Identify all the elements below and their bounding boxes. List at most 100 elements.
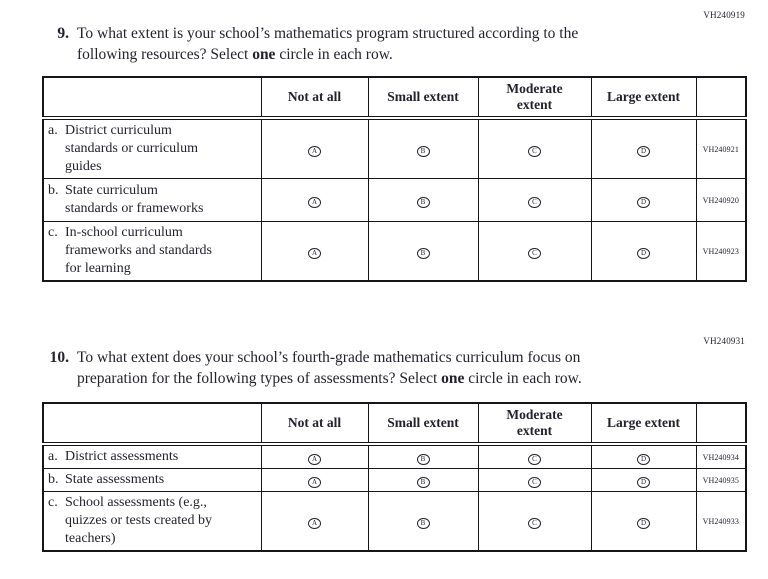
cell-moderate-extent: C: [477, 468, 592, 492]
table-row: c. In-school curriculum frameworks and s…: [42, 221, 747, 282]
response-circle-a[interactable]: A: [308, 197, 321, 208]
cell-large-extent: D: [590, 468, 697, 492]
table-row: a. District curriculum standards or curr…: [42, 117, 747, 179]
header-blank: [42, 402, 262, 446]
row-label-text: School assessments (e.g., quizzes or tes…: [65, 495, 212, 546]
response-circle-c[interactable]: C: [528, 454, 541, 465]
cell-large-extent: D: [590, 117, 697, 179]
cell-large-extent: D: [590, 491, 697, 552]
cell-moderate-extent: C: [477, 117, 592, 179]
row-label: c. In-school curriculum frameworks and s…: [42, 221, 262, 282]
cell-not-at-all: A: [260, 117, 369, 179]
response-circle-d[interactable]: D: [637, 197, 650, 208]
question-10-code: VH240931: [703, 336, 745, 346]
question-9-line2: following resources? Select: [77, 46, 253, 63]
cell-small-extent: B: [367, 221, 479, 282]
row-label: a. District assessments: [42, 443, 262, 469]
row-letter: a.: [48, 449, 58, 464]
question-10: 10. To what extent does your school’s fo…: [48, 347, 702, 389]
row-label-text: State curriculum standards or frameworks: [65, 183, 204, 216]
question-9-code: VH240919: [703, 10, 745, 20]
header-code-blank: [695, 76, 747, 120]
response-circle-a[interactable]: A: [308, 454, 321, 465]
header-not-at-all: Not at all: [260, 402, 369, 446]
row-letter: b.: [48, 472, 59, 487]
row-letter: c.: [48, 225, 58, 240]
header-moderate-extent: Moderate extent: [477, 76, 592, 120]
row-code: VH240923: [695, 221, 747, 282]
row-code: VH240935: [695, 468, 747, 492]
response-circle-a[interactable]: A: [308, 248, 321, 259]
question-10-line1: To what extent does your school’s fourth…: [77, 349, 581, 366]
response-circle-d[interactable]: D: [637, 248, 650, 259]
question-10-number: 10.: [49, 349, 69, 366]
header-moderate-extent: Moderate extent: [477, 402, 592, 446]
response-circle-b[interactable]: B: [416, 518, 430, 529]
response-circle-d[interactable]: D: [637, 518, 650, 529]
table-row: a. District assessments A B C D VH240934: [42, 443, 747, 469]
table-row: b. State assessments A B C D VH240935: [42, 468, 747, 492]
cell-large-extent: D: [590, 443, 697, 469]
cell-small-extent: B: [367, 491, 479, 552]
header-large-extent: Large extent: [590, 76, 697, 120]
cell-moderate-extent: C: [477, 443, 592, 469]
response-circle-b[interactable]: B: [416, 477, 430, 488]
question-9: 9. To what extent is your school’s mathe…: [48, 23, 702, 65]
cell-not-at-all: A: [260, 491, 369, 552]
table-header-row: Not at all Small extent Moderate extent …: [42, 402, 747, 446]
header-not-at-all: Not at all: [260, 76, 369, 120]
table-row: b. State curriculum standards or framewo…: [42, 178, 747, 222]
response-circle-c[interactable]: C: [528, 248, 541, 259]
cell-large-extent: D: [590, 221, 697, 282]
response-circle-a[interactable]: A: [308, 518, 321, 529]
question-9-line2-end: circle in each row.: [275, 46, 393, 63]
row-letter: b.: [48, 183, 59, 198]
response-circle-c[interactable]: C: [528, 146, 541, 157]
row-letter: c.: [48, 495, 58, 510]
response-circle-c[interactable]: C: [528, 518, 541, 529]
response-circle-d[interactable]: D: [637, 477, 650, 488]
row-code: VH240921: [695, 117, 747, 179]
response-circle-b[interactable]: B: [416, 146, 430, 157]
response-circle-b[interactable]: B: [416, 197, 430, 208]
response-circle-c[interactable]: C: [528, 477, 541, 488]
cell-moderate-extent: C: [477, 221, 592, 282]
question-9-bold-one: one: [252, 46, 276, 63]
question-10-response-table: Not at all Small extent Moderate extent …: [42, 402, 747, 552]
row-label-text: State assessments: [65, 472, 165, 487]
header-blank: [42, 76, 262, 120]
cell-small-extent: B: [367, 117, 479, 179]
response-circle-b[interactable]: B: [416, 248, 430, 259]
response-circle-d[interactable]: D: [637, 454, 650, 465]
row-code: VH240934: [695, 443, 747, 469]
response-circle-b[interactable]: B: [416, 454, 430, 465]
cell-small-extent: B: [367, 468, 479, 492]
cell-moderate-extent: C: [477, 178, 592, 222]
response-circle-a[interactable]: A: [308, 146, 321, 157]
row-label: b. State assessments: [42, 468, 262, 492]
row-label: a. District curriculum standards or curr…: [42, 117, 262, 179]
row-label: b. State curriculum standards or framewo…: [42, 178, 262, 222]
cell-not-at-all: A: [260, 468, 369, 492]
row-label-text: In-school curriculum frameworks and stan…: [65, 225, 212, 276]
question-9-number: 9.: [57, 25, 69, 42]
header-large-extent: Large extent: [590, 402, 697, 446]
question-9-response-table: Not at all Small extent Moderate extent …: [42, 76, 747, 282]
row-letter: a.: [48, 123, 58, 138]
cell-not-at-all: A: [260, 443, 369, 469]
row-label-text: District curriculum standards or curricu…: [65, 123, 198, 174]
row-code: VH240933: [695, 491, 747, 552]
cell-small-extent: B: [367, 178, 479, 222]
table-row: c. School assessments (e.g., quizzes or …: [42, 491, 747, 552]
cell-not-at-all: A: [260, 178, 369, 222]
cell-small-extent: B: [367, 443, 479, 469]
response-circle-c[interactable]: C: [528, 197, 541, 208]
table-header-row: Not at all Small extent Moderate extent …: [42, 76, 747, 120]
response-circle-a[interactable]: A: [308, 477, 321, 488]
cell-not-at-all: A: [260, 221, 369, 282]
header-code-blank: [695, 402, 747, 446]
question-10-line2-end: circle in each row.: [464, 370, 582, 387]
response-circle-d[interactable]: D: [637, 146, 650, 157]
cell-large-extent: D: [590, 178, 697, 222]
